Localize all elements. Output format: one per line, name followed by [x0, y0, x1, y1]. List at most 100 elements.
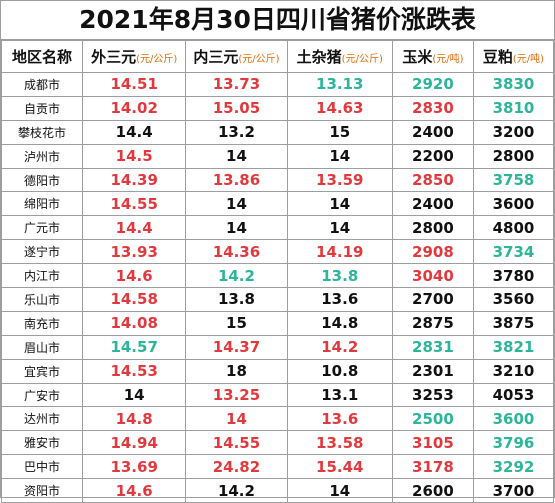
inner-three-price: 13.8 — [185, 287, 288, 312]
soymeal-price: 2800 — [472, 143, 555, 169]
table-row: 成都市 14.51 13.73 13.13 2920 3830 — [0, 72, 555, 97]
header-label: 玉米 — [402, 48, 433, 66]
soymeal-price: 3210 — [472, 358, 555, 384]
local-pig-price: 14.19 — [286, 239, 393, 265]
table-row: 攀枝花市 14.4 13.2 15 2400 3200 — [0, 119, 555, 145]
table-row: 德阳市 14.39 13.86 13.59 2850 3758 — [0, 167, 555, 193]
page-title: 2021年8月30日四川省猪价涨跌表 — [1, 1, 554, 40]
local-pig-price: 13.8 — [286, 263, 393, 289]
local-pig-price: 14.63 — [286, 95, 393, 121]
city-name: 宜宾市 — [0, 358, 84, 384]
city-name: 资阳市 — [0, 478, 84, 503]
outer-three-price: 14.55 — [82, 191, 187, 217]
table-row: 达州市 14.8 14 13.6 2500 3600 — [0, 406, 555, 432]
outer-three-price: 14.58 — [82, 287, 187, 312]
local-pig-price: 14 — [286, 215, 393, 241]
soymeal-price: 3600 — [472, 406, 555, 432]
corn-price: 2400 — [391, 191, 474, 217]
header-outer-three: 外三元(元/公斤) — [82, 40, 187, 73]
table-row: 资阳市 14.6 14.2 14 2600 3700 — [0, 478, 555, 503]
soymeal-price: 3734 — [472, 239, 555, 265]
local-pig-price: 13.58 — [286, 430, 393, 456]
inner-three-price: 13.25 — [185, 382, 288, 408]
city-name: 德阳市 — [0, 167, 84, 193]
city-name: 达州市 — [0, 406, 84, 432]
corn-price: 3253 — [391, 382, 474, 408]
soymeal-price: 3875 — [472, 310, 555, 336]
corn-price: 2301 — [391, 358, 474, 384]
soymeal-price: 3780 — [472, 263, 555, 289]
outer-three-price: 14.4 — [82, 119, 187, 145]
header-unit: (元/公斤) — [136, 54, 178, 65]
corn-price: 3040 — [391, 263, 474, 289]
inner-three-price: 14 — [185, 215, 288, 241]
city-name: 泸州市 — [0, 143, 84, 169]
outer-three-price: 14.8 — [82, 406, 187, 432]
inner-three-price: 14.37 — [185, 334, 288, 360]
outer-three-price: 14.51 — [82, 72, 187, 97]
outer-three-price: 14.39 — [82, 167, 187, 193]
table-body: 成都市 14.51 13.73 13.13 2920 3830 自贡市 14.02 15.05 1… — [0, 72, 555, 503]
outer-three-price: 14.5 — [82, 143, 187, 169]
inner-three-price: 13.73 — [185, 72, 288, 97]
outer-three-price: 14.4 — [82, 215, 187, 241]
table-row: 自贡市 14.02 15.05 14.63 2830 3810 — [0, 95, 555, 121]
header-unit: (元/吨) — [432, 54, 464, 65]
local-pig-price: 10.8 — [286, 358, 393, 384]
inner-three-price: 14.36 — [185, 239, 288, 265]
outer-three-price: 14.6 — [82, 478, 187, 503]
corn-price: 2850 — [391, 167, 474, 193]
inner-three-price: 14 — [185, 191, 288, 217]
table-row: 广元市 14.4 14 14 2800 4800 — [0, 215, 555, 241]
outer-three-price: 14.94 — [82, 430, 187, 456]
city-name: 攀枝花市 — [0, 119, 84, 145]
city-name: 巴中市 — [0, 454, 84, 480]
soymeal-price: 4800 — [472, 215, 555, 241]
header-label: 内三元 — [193, 48, 239, 66]
soymeal-price: 3600 — [472, 191, 555, 217]
table-row: 乐山市 14.58 13.8 13.6 2700 3560 — [0, 287, 555, 312]
corn-price: 2920 — [391, 72, 474, 97]
city-name: 自贡市 — [0, 95, 84, 121]
header-region: 地区名称 — [0, 40, 84, 73]
inner-three-price: 14.2 — [185, 263, 288, 289]
inner-three-price: 13.2 — [185, 119, 288, 145]
inner-three-price: 15.05 — [185, 95, 288, 121]
corn-price: 2875 — [391, 310, 474, 336]
soymeal-price: 3796 — [472, 430, 555, 456]
inner-three-price: 24.82 — [185, 454, 288, 480]
soymeal-price: 3830 — [472, 72, 555, 97]
header-unit: (元/公斤) — [238, 54, 280, 65]
soymeal-price: 3292 — [472, 454, 555, 480]
city-name: 眉山市 — [0, 334, 84, 360]
header-label: 外三元 — [91, 48, 137, 66]
outer-three-price: 14.57 — [82, 334, 187, 360]
header-unit: (元/吨) — [512, 54, 545, 65]
city-name: 绵阳市 — [0, 191, 84, 217]
outer-three-price: 14.02 — [82, 95, 187, 121]
inner-three-price: 14 — [185, 406, 288, 432]
soymeal-price: 3700 — [472, 478, 555, 503]
local-pig-price: 14 — [286, 143, 393, 169]
header-row: 地区名称 外三元(元/公斤) 内三元(元/公斤) 土杂猪(元/公斤) 玉米(元/… — [0, 40, 555, 73]
table-row: 眉山市 14.57 14.37 14.2 2831 3821 — [0, 334, 555, 360]
header-local-pig: 土杂猪(元/公斤) — [286, 40, 393, 73]
outer-three-price: 14.6 — [82, 263, 187, 289]
table-row: 广安市 14 13.25 13.1 3253 4053 — [0, 382, 555, 408]
city-name: 遂宁市 — [0, 239, 84, 265]
outer-three-price: 13.69 — [82, 454, 187, 480]
corn-price: 2908 — [391, 239, 474, 265]
city-name: 南充市 — [0, 310, 84, 336]
header-label: 地区名称 — [12, 48, 73, 66]
header-inner-three: 内三元(元/公斤) — [185, 40, 288, 73]
city-name: 乐山市 — [0, 287, 84, 312]
local-pig-price: 15 — [286, 119, 393, 145]
inner-three-price: 14.55 — [185, 430, 288, 456]
local-pig-price: 13.59 — [286, 167, 393, 193]
corn-price: 2500 — [391, 406, 474, 432]
table-row: 泸州市 14.5 14 14 2200 2800 — [0, 143, 555, 169]
city-name: 成都市 — [0, 72, 84, 97]
table-row: 绵阳市 14.55 14 14 2400 3600 — [0, 191, 555, 217]
outer-three-price: 13.93 — [82, 239, 187, 265]
